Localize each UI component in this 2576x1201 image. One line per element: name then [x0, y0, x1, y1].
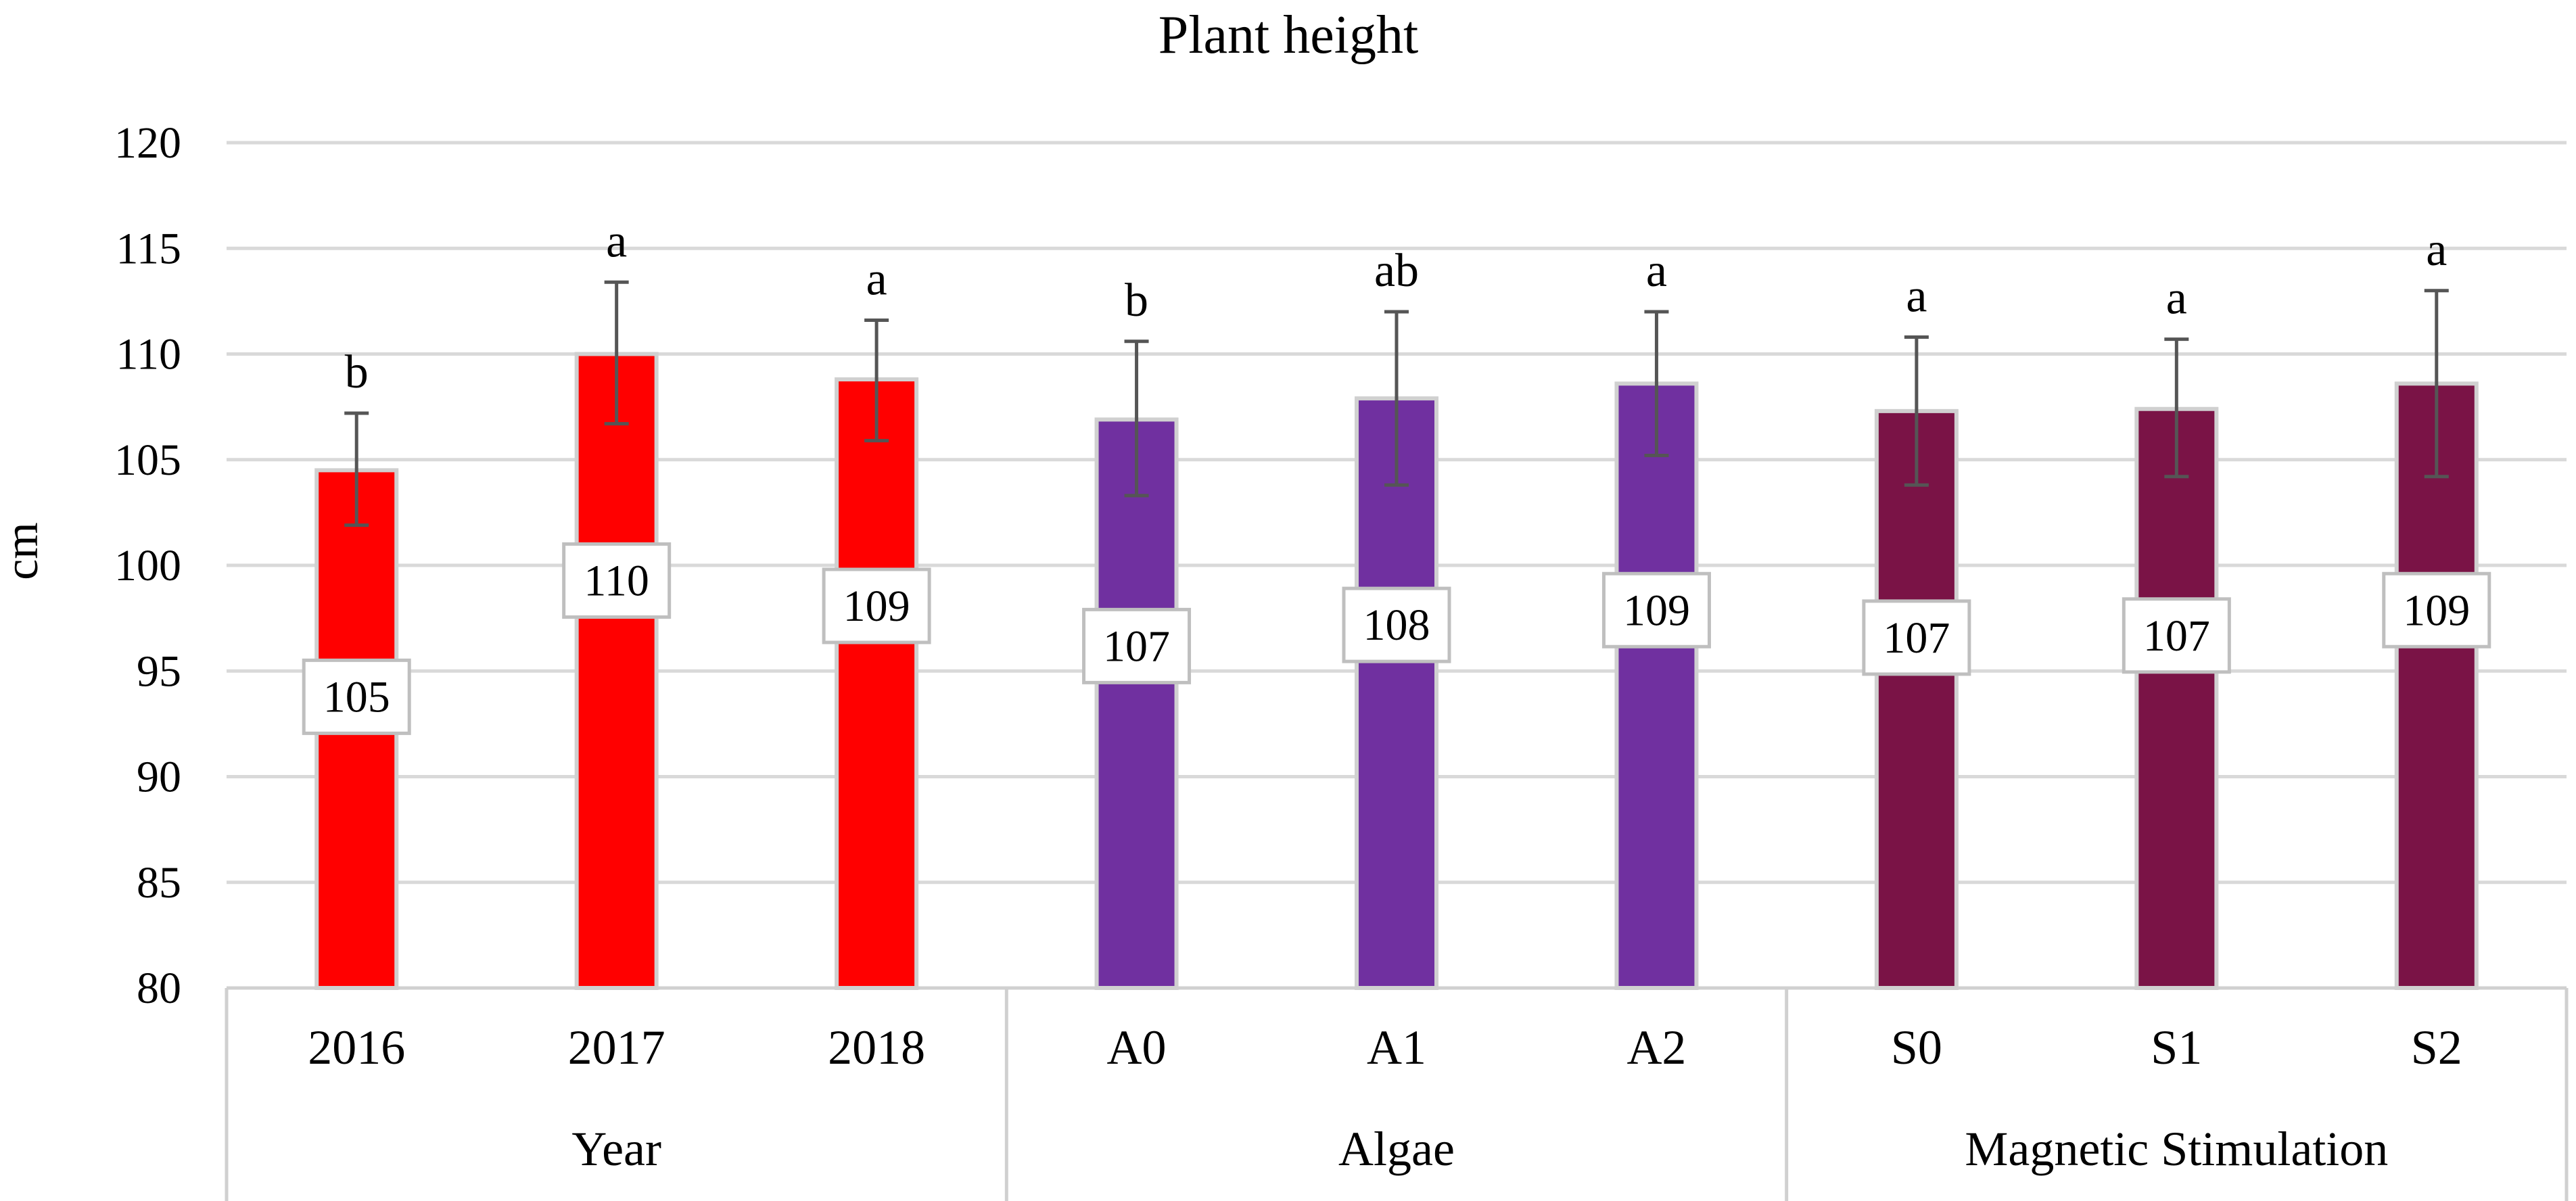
y-tick-label: 90: [137, 753, 181, 802]
data-label-box: [1082, 607, 1192, 684]
bar-A0: [1094, 417, 1179, 990]
significance-letter: a: [1646, 245, 1667, 297]
error-bars: [344, 280, 2449, 527]
data-label-box: [302, 658, 411, 735]
y-axis-label: cm: [0, 522, 48, 580]
significance-letter: ab: [1374, 245, 1419, 297]
x-tick-label: A1: [1367, 1020, 1426, 1075]
bars: [314, 352, 2479, 990]
x-tick-label: 2018: [828, 1020, 925, 1075]
y-tick-label: 80: [137, 964, 181, 1013]
x-axis: 2016 2017 2018 A0 A1 A2 S0 S1 S2 Year Algae Magneti…: [225, 986, 2569, 1201]
y-tick-label: 110: [116, 330, 181, 379]
significance-letter: a: [1906, 270, 1927, 323]
significance-letter: a: [2426, 224, 2447, 276]
data-label-box: [1601, 571, 1711, 649]
data-label-box: [1342, 586, 1451, 663]
y-tick-label: 85: [137, 858, 181, 908]
data-label: 110: [584, 557, 649, 606]
data-labels: 105 110 109 107 108 109 107 107 109: [302, 542, 2491, 735]
significance-letters: baa bab a a aa: [345, 215, 2448, 398]
data-label-box: [1862, 599, 1971, 676]
data-label-box: [2122, 597, 2231, 674]
data-label: 109: [1623, 586, 1690, 635]
group-label: Algae: [1338, 1122, 1455, 1176]
significance-letter: b: [345, 346, 369, 398]
significance-letter: a: [606, 215, 627, 267]
bar-S1: [2134, 406, 2219, 990]
x-tick-label: 2017: [568, 1020, 665, 1075]
y-tick-label: 95: [137, 646, 181, 696]
bar-A1: [1355, 396, 1438, 990]
data-label: 107: [2143, 611, 2210, 661]
y-tick-label: 105: [114, 435, 181, 485]
data-label: 107: [1883, 613, 1950, 663]
x-tick-label: A0: [1107, 1020, 1167, 1075]
y-tick-labels: 80 85 90 95 100 105 110 115 120: [114, 118, 181, 1013]
bar-S0: [1874, 408, 1959, 990]
significance-letter: a: [2166, 273, 2187, 325]
data-label: 105: [323, 672, 390, 722]
data-label-box: [562, 542, 672, 619]
y-tick-label: 115: [116, 224, 181, 273]
significance-letter: b: [1125, 275, 1148, 327]
x-tick-label: S2: [2411, 1020, 2462, 1075]
bar-2017: [574, 352, 659, 990]
x-tick-label: A2: [1626, 1020, 1686, 1075]
data-label-box: [822, 567, 931, 644]
data-label: 108: [1363, 600, 1430, 650]
x-tick-label: S0: [1891, 1020, 1942, 1075]
x-tick-label: S1: [2151, 1020, 2202, 1075]
group-label: Magnetic Stimulation: [1965, 1122, 2388, 1176]
data-label-box: [2382, 571, 2491, 649]
y-tick-label: 100: [114, 541, 181, 590]
chart-title: Plant height: [1158, 5, 1418, 65]
group-label: Year: [571, 1122, 661, 1176]
y-tick-label: 120: [114, 118, 181, 168]
significance-letter: a: [866, 254, 887, 306]
data-label: 109: [843, 582, 910, 631]
x-tick-label: 2016: [308, 1020, 405, 1075]
data-label: 109: [2403, 586, 2470, 635]
bar-2018: [835, 377, 919, 990]
bar-A2: [1614, 381, 1699, 990]
data-label: 107: [1103, 621, 1170, 671]
